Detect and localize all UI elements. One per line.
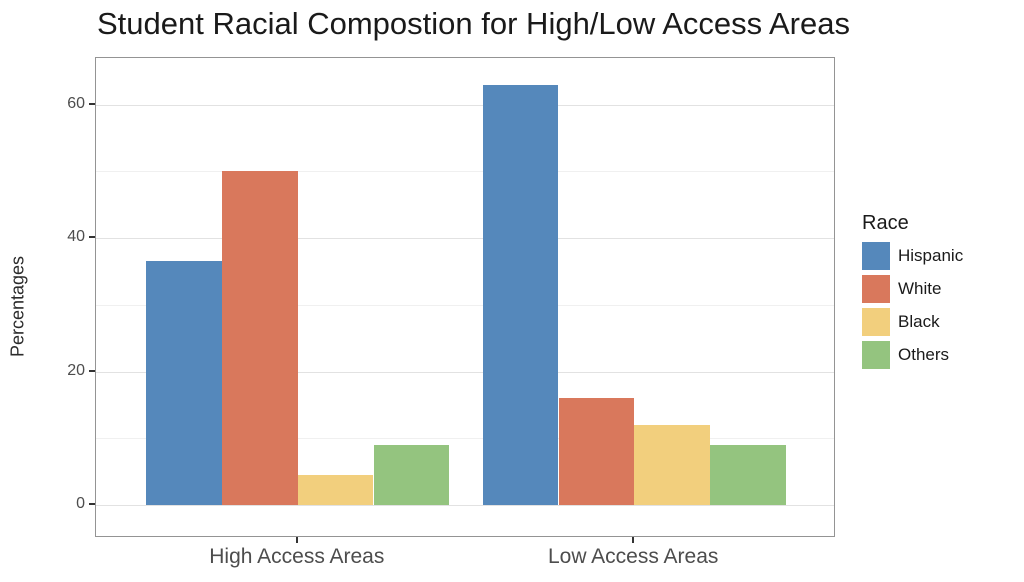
legend-entry-black: Black — [862, 308, 963, 336]
x-tick-label-2: Low Access Areas — [547, 545, 719, 568]
y-tick-label-40: 40 — [67, 228, 85, 246]
gridline-major-60 — [96, 104, 834, 106]
bar-low-access-areas-others — [709, 444, 786, 505]
legend-title: Race — [862, 212, 909, 234]
y-tick-40 — [89, 236, 95, 239]
y-tick-60 — [89, 102, 95, 105]
legend-label-black: Black — [898, 312, 940, 331]
y-tick-label-20: 20 — [67, 361, 85, 379]
gridline-minor-30 — [96, 304, 834, 306]
gridline-minor-50 — [96, 171, 834, 173]
legend-entry-hispanic: Hispanic — [862, 242, 963, 270]
legend: Race Hispanic White Black Others — [862, 212, 963, 374]
chart-title: Student Racial Compostion for High/Low A… — [97, 6, 850, 41]
legend-swatch-others — [862, 341, 890, 369]
bar-high-access-areas-black — [297, 474, 374, 505]
gridline-major-20 — [96, 371, 834, 373]
y-axis-title: Percentages — [7, 255, 28, 358]
y-tick-20 — [89, 369, 95, 372]
legend-label-hispanic: Hispanic — [898, 246, 964, 265]
gridline-major-40 — [96, 238, 834, 240]
plot-panel — [95, 57, 835, 537]
x-tick-label-1: High Access Areas — [209, 545, 385, 568]
gridline-minor-10 — [96, 438, 834, 440]
bar-low-access-areas-white — [558, 398, 635, 505]
bar-low-access-areas-hispanic — [482, 84, 559, 505]
legend-swatch-white — [862, 275, 890, 303]
legend-swatch-black — [862, 308, 890, 336]
x-tick-1 — [295, 537, 298, 543]
legend-entries: Hispanic White Black Others — [862, 242, 963, 369]
bar-high-access-areas-others — [373, 444, 450, 505]
gridline-major-0 — [96, 505, 834, 506]
y-tick-label-0: 0 — [76, 495, 85, 512]
legend-entry-white: White — [862, 275, 963, 303]
y-tick-label-60: 60 — [67, 94, 85, 112]
x-tick-2 — [632, 537, 635, 543]
bar-high-access-areas-white — [222, 171, 298, 505]
bar-high-access-areas-hispanic — [146, 261, 223, 505]
legend-label-white: White — [898, 279, 942, 298]
legend-label-others: Others — [898, 345, 950, 364]
bar-low-access-areas-black — [634, 424, 710, 505]
legend-swatch-hispanic — [862, 242, 890, 270]
legend-entry-others: Others — [862, 341, 963, 369]
y-tick-0 — [89, 503, 95, 505]
